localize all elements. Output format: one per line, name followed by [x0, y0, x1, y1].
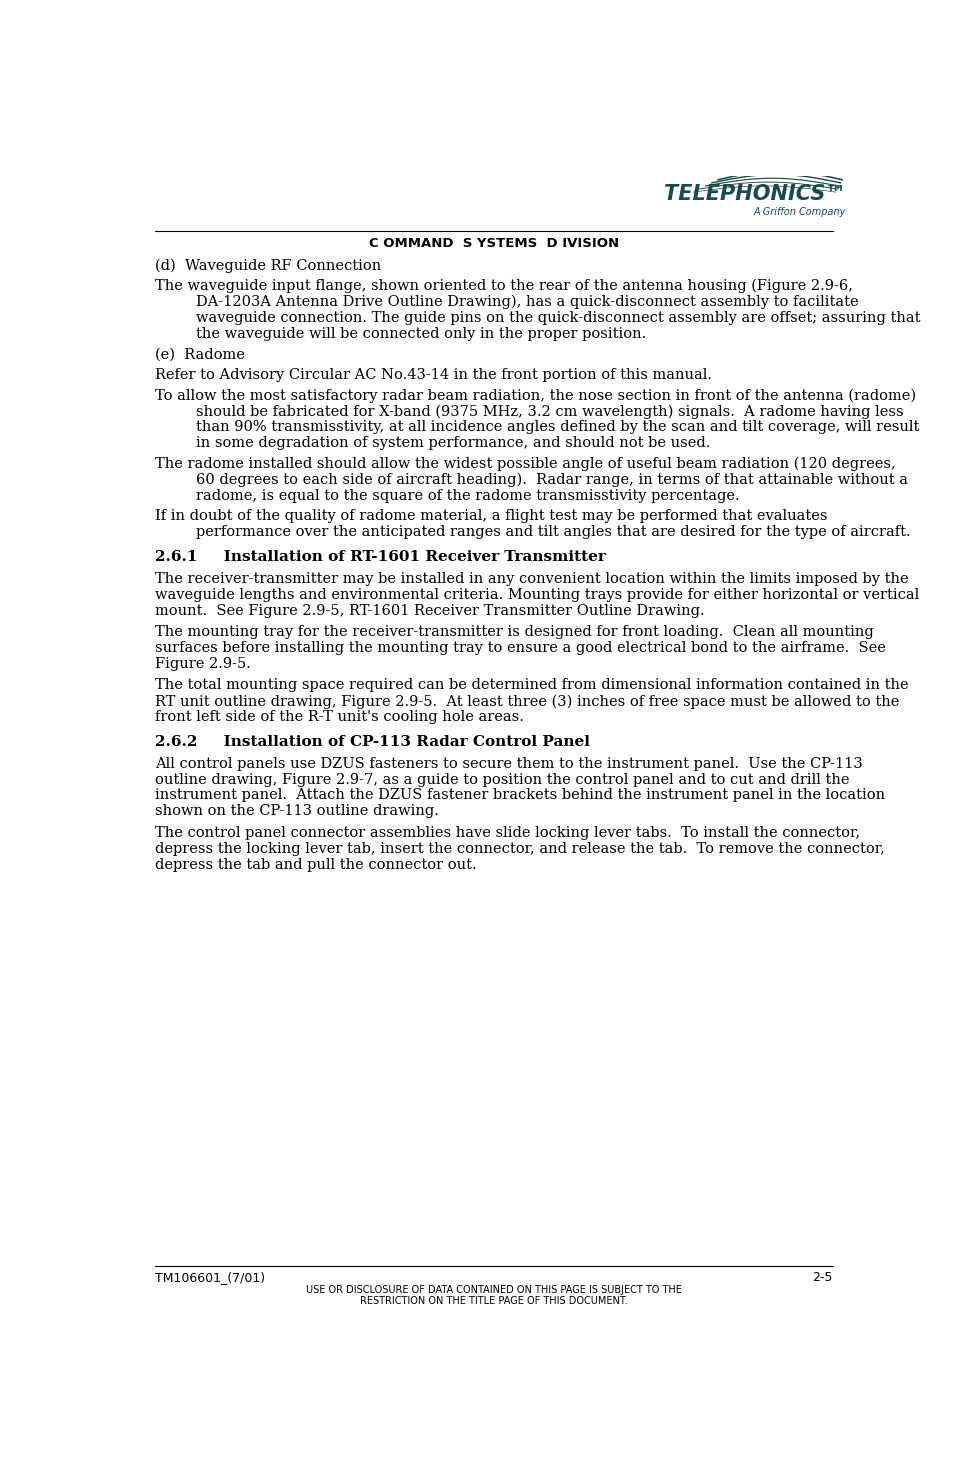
Text: than 90% transmisstivity, at all incidence angles defined by the scan and tilt c: than 90% transmisstivity, at all inciden… — [196, 421, 919, 434]
Text: waveguide lengths and environmental criteria. Mounting trays provide for either : waveguide lengths and environmental crit… — [155, 588, 920, 601]
Text: Figure 2.9-5.: Figure 2.9-5. — [155, 657, 252, 671]
Text: The waveguide input flange, shown oriented to the rear of the antenna housing (F: The waveguide input flange, shown orient… — [155, 279, 853, 293]
Text: depress the locking lever tab, insert the connector, and release the tab.  To re: depress the locking lever tab, insert th… — [155, 841, 885, 856]
Text: waveguide connection. The guide pins on the quick-disconnect assembly are offset: waveguide connection. The guide pins on … — [196, 311, 921, 325]
Text: C OMMAND  S YSTEMS  D IVISION: C OMMAND S YSTEMS D IVISION — [369, 236, 619, 249]
Text: (d)  Waveguide RF Connection: (d) Waveguide RF Connection — [155, 259, 382, 274]
Text: 2.6.2     Installation of CP-113 Radar Control Panel: 2.6.2 Installation of CP-113 Radar Contr… — [155, 734, 590, 749]
Text: If in doubt of the quality of radome material, a flight test may be performed th: If in doubt of the quality of radome mat… — [155, 509, 828, 523]
Text: The radome installed should allow the widest possible angle of useful beam radia: The radome installed should allow the wi… — [155, 457, 897, 471]
Text: To allow the most satisfactory radar beam radiation, the nose section in front o: To allow the most satisfactory radar bea… — [155, 388, 917, 403]
Text: in some degradation of system performance, and should not be used.: in some degradation of system performanc… — [196, 435, 710, 450]
Text: A Griffon Company: A Griffon Company — [754, 207, 845, 217]
Text: the waveguide will be connected only in the proper position.: the waveguide will be connected only in … — [196, 327, 646, 342]
Text: 2-5: 2-5 — [813, 1271, 833, 1284]
Text: DA-1203A Antenna Drive Outline Drawing), has a quick-disconnect assembly to faci: DA-1203A Antenna Drive Outline Drawing),… — [196, 295, 858, 309]
Text: 2.6.1     Installation of RT-1601 Receiver Transmitter: 2.6.1 Installation of RT-1601 Receiver T… — [155, 550, 606, 564]
Text: RESTRICTION ON THE TITLE PAGE OF THIS DOCUMENT.: RESTRICTION ON THE TITLE PAGE OF THIS DO… — [361, 1296, 628, 1306]
Text: radome, is equal to the square of the radome transmisstivity percentage.: radome, is equal to the square of the ra… — [196, 488, 739, 503]
Text: USE OR DISCLOSURE OF DATA CONTAINED ON THIS PAGE IS SUBJECT TO THE: USE OR DISCLOSURE OF DATA CONTAINED ON T… — [307, 1284, 682, 1294]
Text: shown on the CP-113 outline drawing.: shown on the CP-113 outline drawing. — [155, 805, 440, 818]
Text: front left side of the R-T unit's cooling hole areas.: front left side of the R-T unit's coolin… — [155, 711, 524, 724]
Text: instrument panel.  Attach the DZUS fastener brackets behind the instrument panel: instrument panel. Attach the DZUS fasten… — [155, 789, 886, 802]
Text: The control panel connector assemblies have slide locking lever tabs.  To instal: The control panel connector assemblies h… — [155, 825, 861, 840]
Text: should be fabricated for X-band (9375 MHz, 3.2 cm wavelength) signals.  A radome: should be fabricated for X-band (9375 MH… — [196, 405, 903, 419]
Text: The mounting tray for the receiver-transmitter is designed for front loading.  C: The mounting tray for the receiver-trans… — [155, 625, 874, 639]
Text: performance over the anticipated ranges and tilt angles that are desired for the: performance over the anticipated ranges … — [196, 525, 910, 539]
Text: The total mounting space required can be determined from dimensional information: The total mounting space required can be… — [155, 679, 909, 692]
Text: depress the tab and pull the connector out.: depress the tab and pull the connector o… — [155, 858, 477, 872]
Text: (e)  Radome: (e) Radome — [155, 347, 245, 362]
Text: TELEPHONICS™: TELEPHONICS™ — [663, 183, 845, 204]
Text: Refer to Advisory Circular AC No.43-14 in the front portion of this manual.: Refer to Advisory Circular AC No.43-14 i… — [155, 368, 712, 381]
Text: surfaces before installing the mounting tray to ensure a good electrical bond to: surfaces before installing the mounting … — [155, 641, 886, 655]
Text: The receiver-transmitter may be installed in any convenient location within the : The receiver-transmitter may be installe… — [155, 572, 909, 585]
Text: TM106601_(7/01): TM106601_(7/01) — [155, 1271, 265, 1284]
Text: All control panels use DZUS fasteners to secure them to the instrument panel.  U: All control panels use DZUS fasteners to… — [155, 756, 863, 771]
Text: outline drawing, Figure 2.9-7, as a guide to position the control panel and to c: outline drawing, Figure 2.9-7, as a guid… — [155, 773, 850, 787]
Text: 60 degrees to each side of aircraft heading).  Radar range, in terms of that att: 60 degrees to each side of aircraft head… — [196, 472, 908, 487]
Text: mount.  See Figure 2.9-5, RT-1601 Receiver Transmitter Outline Drawing.: mount. See Figure 2.9-5, RT-1601 Receive… — [155, 604, 705, 617]
Text: RT unit outline drawing, Figure 2.9-5.  At least three (3) inches of free space : RT unit outline drawing, Figure 2.9-5. A… — [155, 695, 899, 708]
